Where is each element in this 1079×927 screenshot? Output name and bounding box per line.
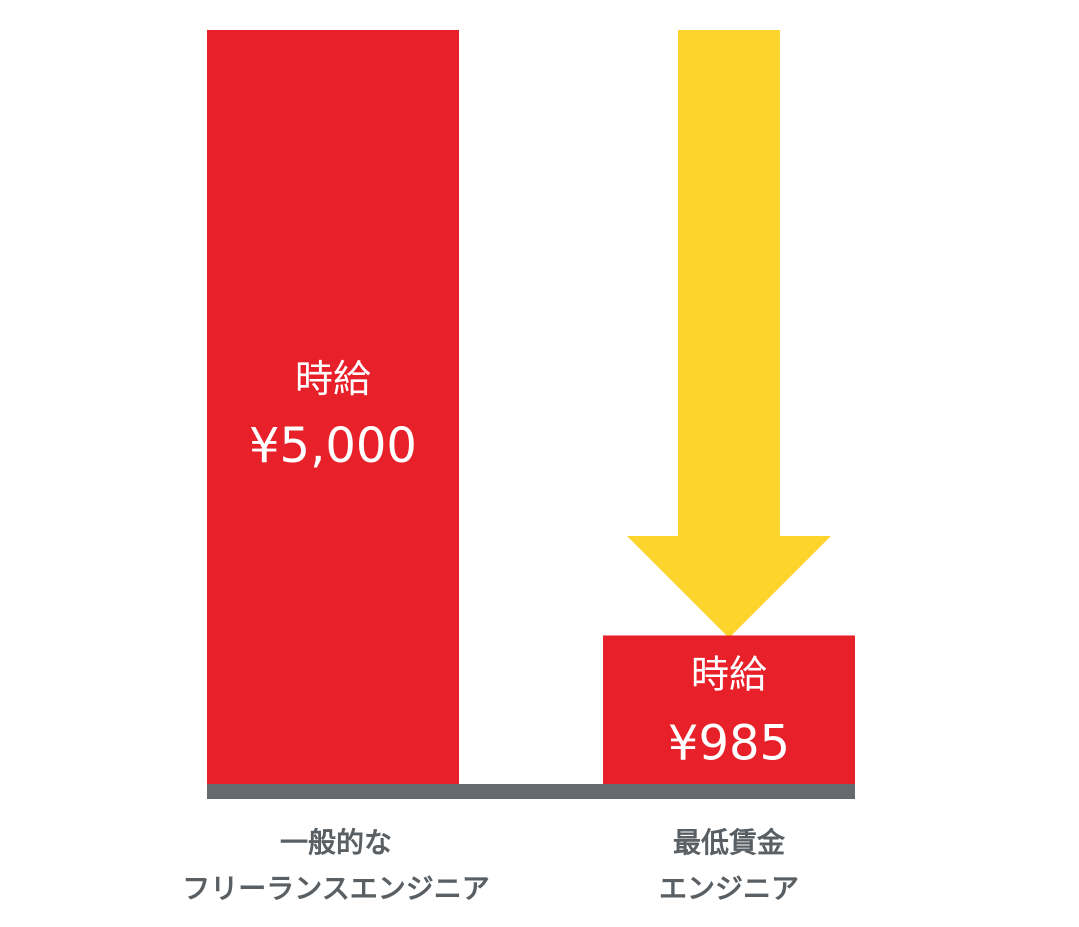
category-label-2-line-1: 最低賃金 bbox=[673, 826, 786, 859]
bar-1-value-label: ¥5,000 bbox=[249, 418, 417, 474]
arrow-layer bbox=[627, 30, 831, 638]
category-label-2-line-2: エンジニア bbox=[659, 872, 799, 905]
bar-2-value-label: ¥985 bbox=[668, 715, 790, 771]
baseline-layer bbox=[207, 784, 855, 799]
bar-2 bbox=[603, 635, 855, 784]
category-label-1-line-2: フリーランスエンジニア bbox=[182, 872, 489, 905]
category-label-1-line-1: 一般的な bbox=[280, 826, 392, 859]
down-arrow-icon bbox=[627, 30, 831, 638]
bar-2-label: 時給 bbox=[691, 652, 767, 696]
x-axis-baseline bbox=[207, 784, 855, 799]
bar-1 bbox=[207, 30, 459, 784]
bars-layer bbox=[207, 30, 855, 784]
bar-1-label: 時給 bbox=[295, 357, 371, 401]
